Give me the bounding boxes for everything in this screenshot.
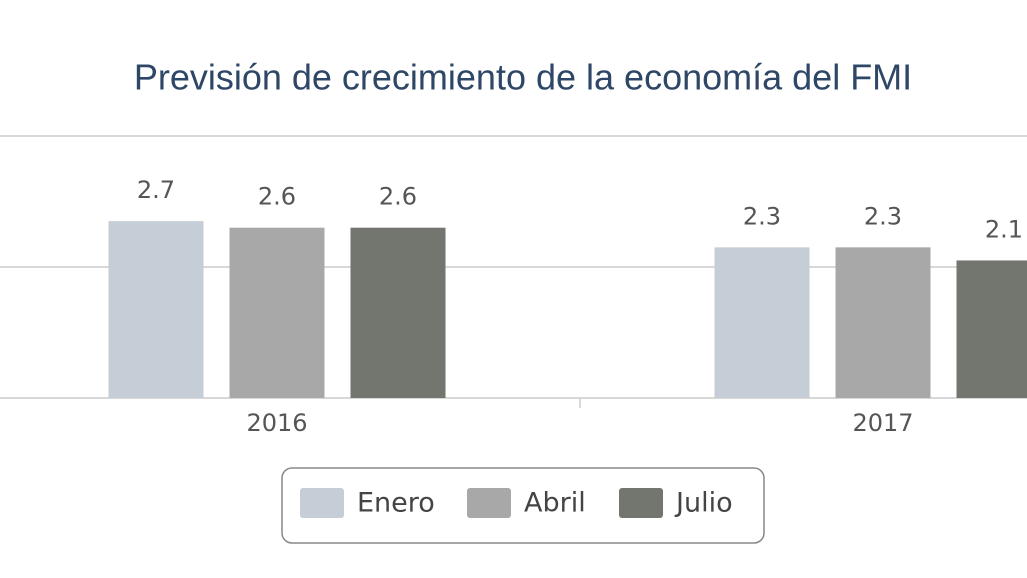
value-label: 2.3 <box>743 202 781 230</box>
legend-box <box>281 467 765 544</box>
value-label: 2.6 <box>258 183 296 211</box>
legend-label: Abril <box>524 488 586 519</box>
bar <box>956 260 1027 398</box>
value-label: 2.3 <box>864 202 902 230</box>
legend-label: Enero <box>357 488 435 519</box>
legend-swatch <box>467 488 511 518</box>
x-tick-label: 2016 <box>246 409 307 437</box>
bar <box>229 227 325 398</box>
bar <box>350 227 446 398</box>
value-label: 2.6 <box>379 183 417 211</box>
legend-label: Julio <box>674 488 733 519</box>
value-label: 2.1 <box>985 215 1023 243</box>
bar <box>835 247 931 398</box>
value-label: 2.7 <box>137 176 175 204</box>
bar <box>108 221 204 398</box>
bar <box>714 247 810 398</box>
chart-title: Previsión de crecimiento de la economía … <box>134 57 912 98</box>
legend-swatch <box>300 488 344 518</box>
x-tick-label: 2017 <box>852 409 913 437</box>
legend-swatch <box>619 488 663 518</box>
